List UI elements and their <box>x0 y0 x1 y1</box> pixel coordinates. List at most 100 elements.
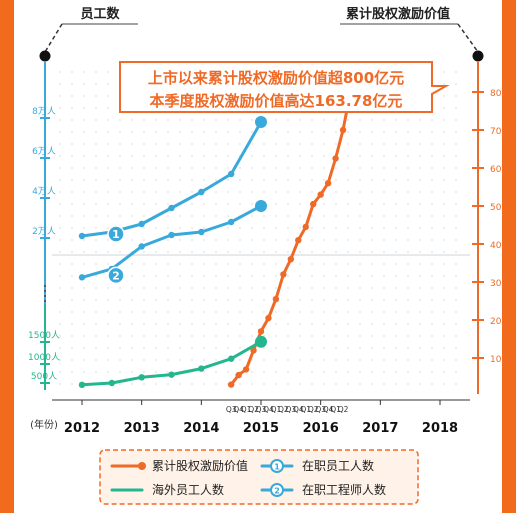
grid-dot <box>179 311 181 313</box>
grid-dot <box>83 323 85 325</box>
grid-dot <box>443 311 445 313</box>
grid-dot <box>443 95 445 97</box>
grid-dot <box>371 299 373 301</box>
grid-dot <box>299 323 301 325</box>
grid-dot <box>407 275 409 277</box>
grid-dot <box>323 275 325 277</box>
grid-dot <box>299 311 301 313</box>
grid-dot <box>263 239 265 241</box>
grid-dot <box>419 383 421 385</box>
grid-dot <box>287 215 289 217</box>
grid-dot <box>71 95 73 97</box>
grid-dot <box>395 299 397 301</box>
grid-dot <box>215 287 217 289</box>
grid-dot <box>203 383 205 385</box>
grid-dot <box>107 311 109 313</box>
grid-dot <box>335 179 337 181</box>
grid-dot <box>371 359 373 361</box>
grid-dot <box>155 311 157 313</box>
grid-dot <box>443 263 445 265</box>
grid-dot <box>239 311 241 313</box>
grid-dot <box>419 275 421 277</box>
grid-dot <box>239 167 241 169</box>
grid-dot <box>59 143 61 145</box>
grid-dot <box>395 119 397 121</box>
grid-dot <box>371 287 373 289</box>
grid-dot <box>155 263 157 265</box>
grid-dot <box>167 347 169 349</box>
grid-dot <box>347 131 349 133</box>
grid-dot <box>287 239 289 241</box>
right-axis-tick-label: 300亿 <box>490 277 516 289</box>
legend-marker-label: 1 <box>274 463 280 472</box>
x-axis: (年份) 2012 2013 2014 2015 2016 2017 2018Q3Q4Q1Q… <box>30 400 458 436</box>
grid-dot <box>155 335 157 337</box>
grid-dot <box>275 335 277 337</box>
grid-dot <box>167 167 169 169</box>
grid-dot <box>167 359 169 361</box>
grid-dot <box>335 131 337 133</box>
grid-dot <box>311 227 313 229</box>
grid-dot <box>383 275 385 277</box>
grid-dot <box>59 107 61 109</box>
grid-dot <box>71 299 73 301</box>
grid-dot <box>203 287 205 289</box>
grid-dot <box>179 383 181 385</box>
grid-dot <box>335 299 337 301</box>
grid-dot <box>299 275 301 277</box>
grid-dot <box>371 275 373 277</box>
grid-dot <box>95 347 97 349</box>
grid-dot <box>143 155 145 157</box>
grid-dot <box>203 323 205 325</box>
grid-dot <box>167 275 169 277</box>
grid-dot <box>203 203 205 205</box>
grid-dot <box>179 131 181 133</box>
x-axis-quarter-label: Q2 <box>248 405 259 414</box>
grid-dot <box>239 287 241 289</box>
grid-dot <box>359 287 361 289</box>
x-axis-quarter-label: Q4 <box>293 405 304 414</box>
grid-dot <box>143 287 145 289</box>
grid-dot <box>443 383 445 385</box>
grid-dot <box>431 383 433 385</box>
grid-dot <box>107 239 109 241</box>
grid-dot <box>443 323 445 325</box>
grid-dot <box>323 323 325 325</box>
grid-dot <box>227 323 229 325</box>
grid-dot <box>83 287 85 289</box>
grid-dot <box>251 143 253 145</box>
grid-dot <box>323 227 325 229</box>
grid-dot <box>299 347 301 349</box>
grid-dot <box>347 251 349 253</box>
grid-dot <box>347 299 349 301</box>
grid-dot <box>191 143 193 145</box>
grid-dot <box>419 359 421 361</box>
grid-dot <box>107 131 109 133</box>
grid-dot <box>323 359 325 361</box>
grid-dot <box>323 299 325 301</box>
series-point <box>227 355 235 362</box>
grid-dot <box>431 119 433 121</box>
grid-dot <box>239 131 241 133</box>
grid-dot <box>455 263 457 265</box>
grid-dot <box>443 191 445 193</box>
grid-dot <box>83 71 85 73</box>
grid-dot <box>107 323 109 325</box>
grid-dot <box>335 191 337 193</box>
grid-dot <box>215 215 217 217</box>
grid-dot <box>143 359 145 361</box>
grid-dot <box>263 275 265 277</box>
grid-dot <box>455 167 457 169</box>
grid-dot <box>167 251 169 253</box>
grid-dot <box>359 251 361 253</box>
grid-dot <box>455 227 457 229</box>
grid-dot <box>371 215 373 217</box>
grid-dot <box>311 131 313 133</box>
grid-dot <box>419 155 421 157</box>
grid-dot <box>119 251 121 253</box>
grid-dot <box>383 311 385 313</box>
grid-dot <box>131 143 133 145</box>
grid-dot <box>155 167 157 169</box>
grid-dot <box>59 251 61 253</box>
grid-dot <box>59 155 61 157</box>
